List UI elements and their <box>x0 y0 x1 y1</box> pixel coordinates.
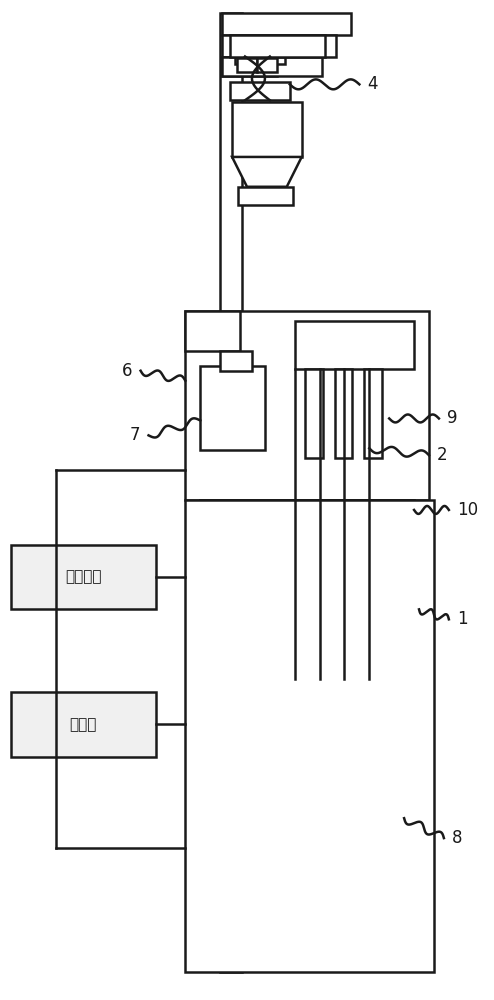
Bar <box>185 311 429 500</box>
Bar <box>237 58 257 72</box>
Bar <box>230 35 325 57</box>
Bar <box>200 500 414 684</box>
Text: 10: 10 <box>457 501 478 519</box>
Bar <box>232 102 302 157</box>
Bar <box>210 742 404 871</box>
Bar <box>365 369 382 458</box>
Bar <box>235 57 285 64</box>
Bar <box>238 187 293 205</box>
Bar <box>11 545 156 609</box>
Bar <box>222 13 351 35</box>
Text: 2: 2 <box>437 446 448 464</box>
Text: 9: 9 <box>447 409 457 427</box>
Text: 1: 1 <box>457 610 467 628</box>
Text: 8: 8 <box>452 829 462 847</box>
Bar <box>230 82 290 100</box>
Bar <box>245 714 374 742</box>
Text: 4: 4 <box>368 75 378 93</box>
Bar <box>265 679 354 714</box>
Bar <box>185 311 240 351</box>
Text: 6: 6 <box>122 362 133 380</box>
Bar <box>220 13 242 972</box>
Bar <box>305 369 323 458</box>
Bar <box>220 351 252 371</box>
Bar <box>222 35 336 57</box>
Bar <box>200 366 265 450</box>
Text: 7: 7 <box>130 426 141 444</box>
Bar <box>257 58 277 72</box>
Bar <box>185 500 434 972</box>
Bar <box>295 321 414 369</box>
Bar <box>200 500 414 525</box>
Polygon shape <box>232 157 302 187</box>
Bar <box>222 57 277 76</box>
Bar <box>222 57 322 76</box>
Text: 变频器: 变频器 <box>70 717 97 732</box>
Text: 控制电路: 控制电路 <box>65 570 102 585</box>
Bar <box>334 369 352 458</box>
Bar <box>11 692 156 757</box>
